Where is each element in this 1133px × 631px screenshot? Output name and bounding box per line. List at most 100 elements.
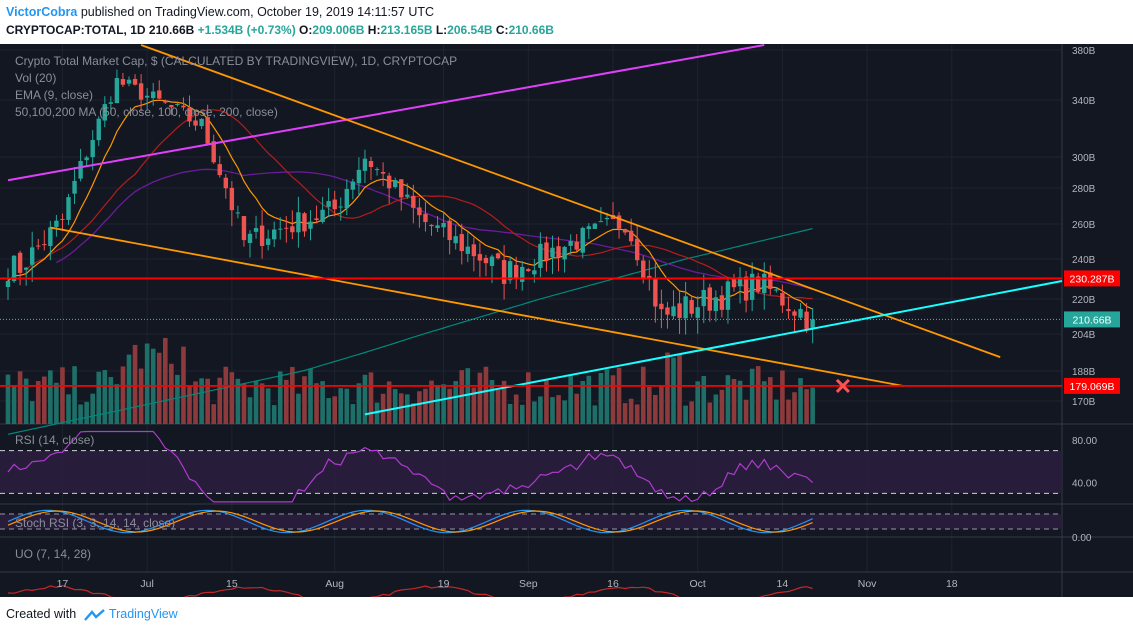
candle-body bbox=[278, 228, 283, 230]
candle-body bbox=[247, 233, 253, 243]
volume-bar bbox=[798, 378, 803, 424]
candle-body bbox=[253, 228, 259, 232]
volume-bar bbox=[701, 376, 707, 424]
volume-bar bbox=[108, 377, 114, 424]
candle-body bbox=[326, 201, 331, 207]
candle-body bbox=[151, 91, 156, 99]
candle-body bbox=[181, 105, 186, 108]
candle-body bbox=[399, 179, 404, 198]
candle-body bbox=[290, 226, 295, 233]
candle-body bbox=[205, 117, 210, 144]
volume-bar bbox=[731, 378, 737, 424]
time-tick-label: 15 bbox=[226, 578, 238, 590]
low-label: L: bbox=[435, 23, 448, 37]
volume-bar bbox=[114, 384, 120, 424]
change-value: +1.534B (+0.73%) bbox=[197, 23, 296, 37]
candle-body bbox=[223, 177, 228, 189]
ma100-line bbox=[56, 168, 813, 291]
time-tick-label: 17 bbox=[57, 578, 69, 590]
candle-body bbox=[66, 197, 71, 220]
rsi-legend: RSI (14, close) bbox=[15, 433, 95, 447]
volume-bar bbox=[356, 383, 362, 424]
volume-bar bbox=[35, 381, 41, 424]
volume-bar bbox=[78, 404, 83, 424]
time-tick-label: 16 bbox=[607, 578, 619, 590]
candle-body bbox=[483, 257, 489, 264]
candle-body bbox=[592, 223, 598, 229]
candle-body bbox=[810, 319, 815, 328]
author-link[interactable]: VictorCobra bbox=[6, 5, 78, 19]
volume-bar bbox=[562, 400, 567, 424]
candle-body bbox=[786, 309, 791, 312]
tradingview-link[interactable]: TradingView bbox=[108, 607, 178, 621]
volume-bar bbox=[634, 404, 640, 424]
time-tick-label: 19 bbox=[438, 578, 450, 590]
candle-body bbox=[713, 297, 719, 312]
volume-bar bbox=[90, 393, 95, 424]
candle-body bbox=[405, 194, 410, 197]
candle-body bbox=[689, 300, 694, 314]
candle-body bbox=[235, 212, 241, 214]
price-tick-label: 260B bbox=[1072, 220, 1096, 231]
candle-body bbox=[749, 273, 755, 300]
last-price-label: 210.66B bbox=[1072, 314, 1111, 326]
volume-bar bbox=[411, 403, 416, 424]
candle-body bbox=[11, 255, 17, 282]
volume-bar bbox=[386, 381, 392, 424]
volume-bar bbox=[507, 403, 513, 424]
time-tick-label: Sep bbox=[519, 578, 538, 590]
candle-body bbox=[314, 218, 319, 221]
volume-bar bbox=[441, 384, 446, 424]
volume-bar bbox=[489, 380, 495, 424]
volume-bar bbox=[495, 389, 501, 424]
volume-bar bbox=[302, 376, 307, 424]
volume-bar bbox=[235, 378, 241, 424]
candle-body bbox=[471, 244, 477, 257]
volume-bar bbox=[60, 367, 65, 424]
volume-bar bbox=[326, 398, 331, 424]
volume-bar bbox=[792, 392, 797, 424]
grid-lines bbox=[0, 44, 1062, 572]
candle-body bbox=[356, 169, 362, 184]
candle-body bbox=[489, 256, 495, 266]
volume-bar bbox=[695, 381, 700, 424]
price-tick-label: 220B bbox=[1072, 295, 1096, 306]
volume-bar bbox=[29, 401, 35, 424]
rsi-line bbox=[7, 430, 814, 503]
candle-body bbox=[550, 247, 555, 258]
candle-body bbox=[495, 253, 501, 259]
price-tick-label: 204B bbox=[1072, 330, 1096, 341]
volume-bar bbox=[737, 380, 743, 424]
candle-body bbox=[17, 252, 23, 273]
volume-bar bbox=[544, 379, 549, 424]
volume-bar bbox=[344, 388, 350, 424]
volume-bar bbox=[453, 381, 458, 424]
high-value: 213.165B bbox=[380, 23, 433, 37]
candle-body bbox=[229, 187, 235, 211]
volume-bar bbox=[217, 377, 223, 424]
candle-body bbox=[604, 217, 610, 220]
volume-bar bbox=[423, 388, 428, 424]
volume-bar bbox=[604, 369, 610, 424]
volume-bar bbox=[169, 363, 174, 424]
candle-body bbox=[441, 222, 446, 228]
candle-body bbox=[126, 79, 132, 84]
candle-body bbox=[272, 229, 277, 240]
candle-body bbox=[199, 118, 204, 127]
volume-bar bbox=[338, 388, 344, 424]
created-with: Created with TradingView bbox=[6, 607, 178, 621]
candle-body bbox=[780, 293, 785, 306]
volume-bar bbox=[628, 398, 634, 424]
uo-legend: UO (7, 14, 28) bbox=[15, 547, 92, 561]
volume-bar bbox=[538, 396, 543, 424]
chart-area[interactable]: 230.287B 179.069B 210.66B 380B 340B 300B 280B 2… bbox=[0, 44, 1133, 597]
candle-body bbox=[90, 140, 95, 158]
candle-body bbox=[453, 236, 458, 244]
candle-body bbox=[768, 272, 773, 289]
candle-body bbox=[659, 303, 664, 310]
chart-svg[interactable]: 230.287B 179.069B 210.66B 380B 340B 300B 280B 2… bbox=[0, 44, 1133, 597]
stoch-k-line bbox=[7, 509, 813, 534]
candle-body bbox=[36, 245, 41, 247]
time-tick-label: 14 bbox=[777, 578, 789, 590]
price-tick-label: 170B bbox=[1072, 397, 1096, 408]
